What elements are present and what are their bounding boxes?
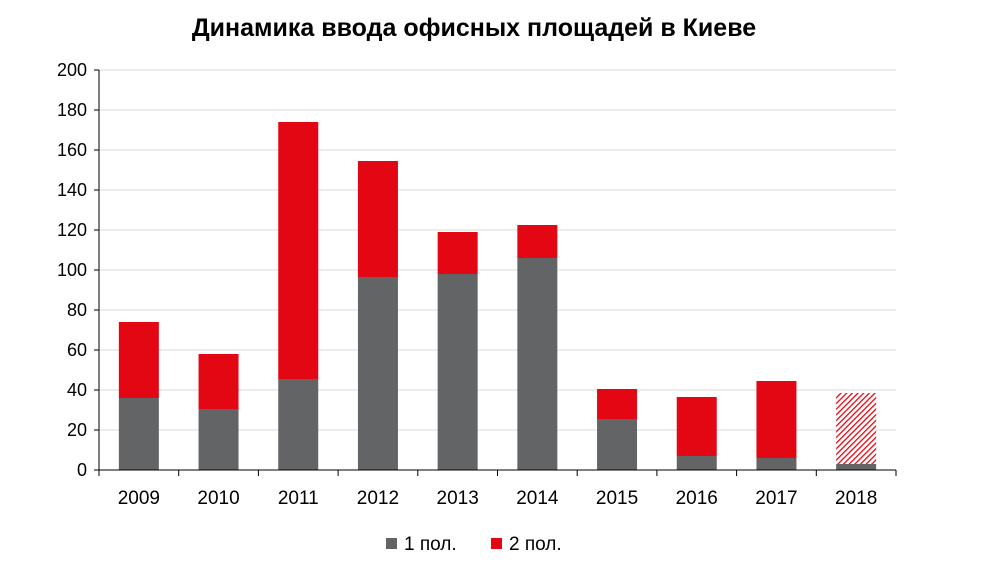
bar-segment-2018-2	[836, 393, 877, 464]
y-tick-label: 40	[67, 380, 87, 400]
y-tick-label: 140	[57, 180, 87, 200]
bar-segment-2016-1	[676, 456, 717, 470]
x-tick-label: 2012	[357, 488, 399, 509]
y-tick-label: 120	[57, 220, 87, 240]
bar-segment-2014-2	[517, 225, 558, 258]
bar-segment-2009-2	[118, 322, 159, 398]
x-tick-label: 2011	[278, 488, 319, 509]
x-tick-label: 2009	[118, 488, 160, 509]
bar-segment-2017-1	[756, 458, 797, 470]
x-tick-label: 2015	[596, 488, 638, 509]
x-tick-label: 2016	[676, 488, 718, 509]
bar-segment-2011-1	[278, 379, 319, 470]
x-tick-label: 2018	[835, 488, 877, 509]
x-tick-label: 2010	[197, 488, 239, 509]
bar-segment-2013-2	[437, 232, 478, 274]
axes: 0 20 40 60 80 100 120 140 160 180 200 2009 2010 2011 2…	[57, 60, 897, 509]
y-tick-label: 60	[67, 340, 87, 360]
bar-segment-2014-1	[517, 258, 558, 470]
bar-segment-2011-2	[278, 122, 319, 379]
legend-swatch-1	[386, 538, 397, 549]
x-tick-label: 2013	[437, 488, 479, 509]
bar-segment-2018-1	[836, 464, 877, 470]
bar-segment-2013-1	[437, 274, 478, 470]
chart-title: Динамика ввода офисных площадей в Киеве	[191, 14, 757, 42]
x-tick-label: 2014	[516, 488, 559, 509]
legend-label-2: 2 пол.	[509, 534, 562, 555]
legend: 1 пол. 2 пол.	[386, 534, 562, 555]
bar-segment-2012-2	[357, 161, 398, 277]
bar-segment-2015-2	[597, 389, 638, 419]
y-tick-label: 80	[67, 300, 87, 320]
legend-label-1: 1 пол.	[404, 534, 457, 555]
legend-swatch-2	[491, 538, 502, 549]
bar-segment-2015-1	[597, 419, 638, 470]
x-tick-label: 2017	[755, 488, 797, 509]
bar-segment-2017-2	[756, 381, 797, 458]
y-tick-label: 0	[77, 460, 87, 480]
bar-segment-2016-2	[676, 397, 717, 456]
bar-segment-2010-1	[198, 409, 239, 470]
bar-segment-2012-1	[357, 277, 398, 470]
y-tick-label: 20	[67, 420, 87, 440]
y-tick-label: 180	[57, 100, 87, 120]
y-tick-label: 200	[57, 60, 87, 80]
bar-segment-2010-2	[198, 354, 239, 409]
bars	[118, 122, 877, 470]
y-tick-label: 100	[57, 260, 87, 280]
y-tick-label: 160	[57, 140, 87, 160]
bar-segment-2009-1	[118, 398, 159, 470]
gridlines	[99, 69, 896, 431]
